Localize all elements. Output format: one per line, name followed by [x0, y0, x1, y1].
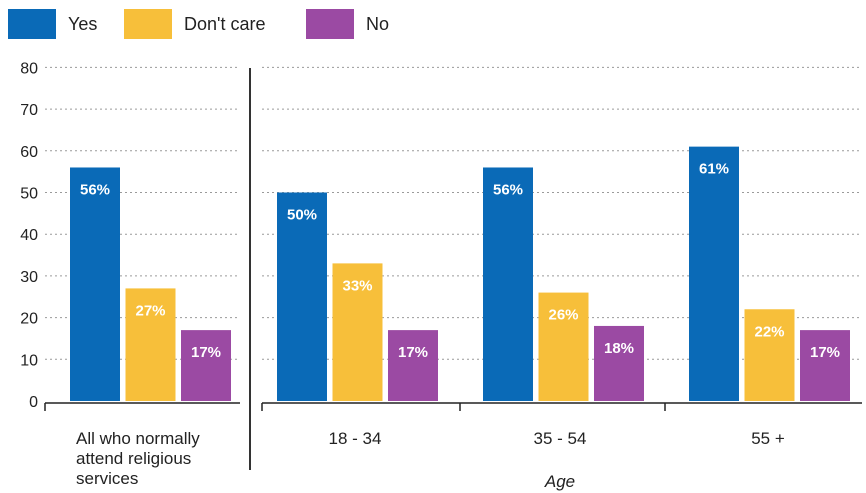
category-label: services — [76, 469, 138, 488]
x-axis — [44, 402, 862, 411]
bar-2-1 — [388, 330, 438, 401]
bar-2-3 — [800, 330, 850, 401]
y-tick-label: 50 — [20, 186, 38, 203]
data-label: 50% — [287, 207, 317, 224]
category-label: 55 + — [751, 429, 785, 448]
legend-swatch-yes — [8, 9, 56, 39]
y-tick-label: 80 — [20, 60, 38, 77]
data-label: 61% — [699, 161, 729, 178]
legend-swatch-dont-care — [124, 9, 172, 39]
y-axis-ticks: 0 10 20 30 40 50 60 70 80 — [20, 60, 38, 411]
data-label: 18% — [604, 340, 634, 357]
bar-0-1 — [277, 192, 327, 401]
bar-0-2 — [483, 167, 533, 401]
legend-label-yes: Yes — [68, 13, 98, 34]
bar-1-2 — [538, 292, 589, 401]
data-label: 17% — [191, 344, 221, 361]
category-label: All who normally — [76, 429, 200, 448]
data-label: 17% — [398, 344, 428, 361]
legend-label-no: No — [366, 13, 390, 34]
y-tick-label: 10 — [20, 352, 38, 369]
y-tick-label: 40 — [20, 227, 38, 244]
bar-2-2 — [594, 325, 644, 401]
bar-0-0 — [70, 167, 120, 401]
bar-1-0 — [125, 288, 176, 401]
data-label: 56% — [493, 181, 523, 198]
data-label: 22% — [754, 323, 784, 340]
bar-1-1 — [332, 263, 383, 401]
x-axis-title: Age — [544, 472, 575, 491]
legend-no: No — [306, 9, 389, 39]
data-label: 56% — [80, 181, 110, 198]
data-label: 17% — [810, 344, 840, 361]
category-label: 18 - 34 — [329, 429, 382, 448]
data-label: 26% — [548, 307, 578, 324]
category-label: 35 - 54 — [534, 429, 587, 448]
data-label: 33% — [342, 277, 372, 294]
bar-2-0 — [181, 330, 231, 401]
bars — [70, 146, 850, 401]
y-tick-label: 70 — [20, 102, 38, 119]
y-tick-label: 0 — [29, 394, 38, 411]
legend-dont-care: Don't care — [124, 9, 265, 39]
y-tick-label: 60 — [20, 144, 38, 161]
legend-label-dont-care: Don't care — [184, 13, 266, 34]
data-label: 27% — [135, 302, 165, 319]
data-labels: 56% 50% 56% 61% 27% 33% 26% 22% 17% 17% 18% 17% — [80, 161, 840, 361]
legend-yes: Yes — [8, 9, 97, 39]
bar-1-3 — [744, 309, 795, 401]
legend-swatch-no — [306, 9, 354, 39]
bar-0-3 — [689, 146, 739, 401]
y-tick-label: 20 — [20, 311, 38, 328]
category-label: attend religious — [76, 449, 191, 468]
y-tick-label: 30 — [20, 269, 38, 286]
